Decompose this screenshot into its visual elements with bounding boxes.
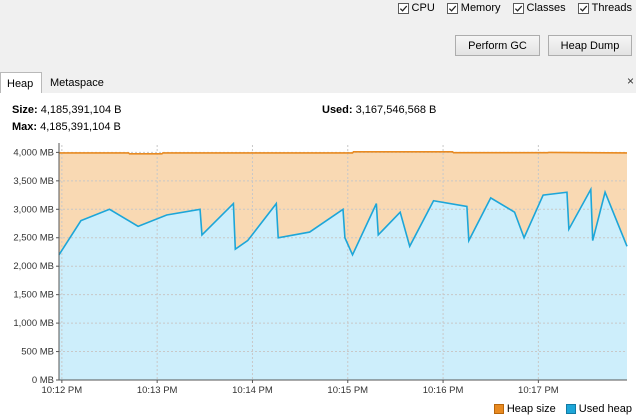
x-tick-label: 10:13 PM — [137, 385, 178, 396]
cpu-checkbox[interactable]: CPU — [397, 2, 435, 14]
heap-dump-button[interactable]: Heap Dump — [548, 35, 632, 56]
y-tick-label: 3,000 MB — [13, 204, 54, 215]
y-tick-label: 0 MB — [32, 375, 54, 386]
y-tick-label: 1,000 MB — [13, 318, 54, 329]
tab-heap[interactable]: Heap — [0, 72, 42, 94]
y-tick-label: 1,500 MB — [13, 290, 54, 301]
size-label: Size: — [12, 104, 38, 116]
memory-checkbox[interactable]: Memory — [446, 2, 501, 14]
legend-heap-size: Heap size — [493, 403, 556, 415]
x-tick-label: 10:15 PM — [327, 385, 368, 396]
threads-checkbox[interactable]: Threads — [577, 2, 632, 14]
x-tick-label: 10:14 PM — [232, 385, 273, 396]
size-value: 4,185,391,104 B — [40, 104, 122, 116]
used-heap-swatch — [565, 404, 576, 414]
classes-checkbox[interactable]: Classes — [512, 2, 566, 14]
y-tick-label: 2,500 MB — [13, 233, 54, 244]
threads-checkbox-label: Threads — [591, 2, 632, 14]
used-heap-line — [58, 186, 628, 257]
close-icon[interactable]: × — [626, 74, 634, 88]
tab-bar: Heap Metaspace × — [0, 72, 636, 94]
monitor-checkboxes: CPU Memory Classes Threads — [397, 2, 632, 14]
checkmark-icon — [577, 2, 589, 14]
max-label: Max: — [12, 121, 38, 133]
checkmark-icon — [446, 2, 458, 14]
y-tick-label: 500 MB — [21, 347, 54, 358]
perform-gc-button[interactable]: Perform GC — [455, 35, 540, 56]
x-tick-label: 10:16 PM — [423, 385, 464, 396]
classes-checkbox-label: Classes — [526, 2, 566, 14]
used-value: 3,167,546,568 B — [355, 104, 437, 116]
used-label: Used: — [322, 104, 353, 116]
y-tick-label: 2,000 MB — [13, 261, 54, 272]
cpu-checkbox-label: CPU — [411, 2, 435, 14]
checkmark-icon — [397, 2, 409, 14]
max-value: 4,185,391,104 B — [40, 121, 121, 133]
y-tick-label: 3,500 MB — [13, 176, 54, 187]
memory-checkbox-label: Memory — [460, 2, 501, 14]
heap-panel: Size: 4,185,391,104 B Max: 4,185,391,104… — [0, 93, 636, 417]
heap-size-line — [59, 151, 628, 155]
legend-heap-size-label: Heap size — [506, 403, 556, 415]
max-stat: Max: 4,185,391,104 B — [12, 121, 121, 133]
size-stat: Size: 4,185,391,104 B — [12, 104, 122, 116]
used-heap-area — [59, 189, 627, 380]
checkmark-icon — [512, 2, 524, 14]
heap-size-swatch — [493, 404, 504, 414]
heap-chart: 4,000 MB 3,500 MB 3,000 MB 2,500 MB 2,000 MB… — [13, 143, 628, 396]
y-tick-label: 4,000 MB — [13, 147, 54, 158]
x-tick-label: 10:17 PM — [518, 385, 559, 396]
legend-used-heap-label: Used heap — [578, 403, 632, 415]
tab-metaspace[interactable]: Metaspace — [50, 76, 104, 89]
legend-used-heap: Used heap — [565, 403, 632, 415]
chart-legend: Heap size Used heap — [493, 403, 632, 415]
x-tick-label: 10:12 PM — [42, 385, 83, 396]
used-stat: Used: 3,167,546,568 B — [322, 104, 436, 116]
